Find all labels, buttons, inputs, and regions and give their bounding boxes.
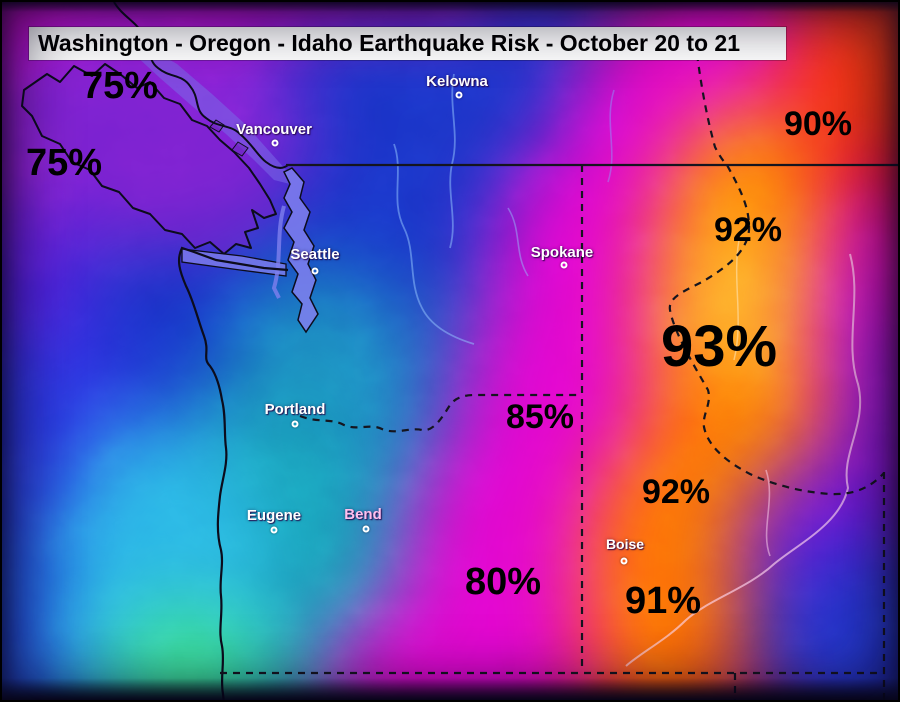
portland-marker xyxy=(291,420,299,428)
city-label-bend: Bend xyxy=(344,506,382,523)
idaho-montana-border xyxy=(668,53,885,496)
city-label-kelowna: Kelowna xyxy=(426,73,488,90)
top-vignette xyxy=(2,2,898,12)
eugene-marker xyxy=(270,526,278,534)
hood-canal-water xyxy=(271,205,286,299)
vancouver-marker xyxy=(271,139,279,147)
bottom-vignette xyxy=(2,678,898,700)
puget-sound-water xyxy=(282,167,319,334)
risk-label-85: 85% xyxy=(505,398,575,436)
risk-label-80: 80% xyxy=(464,561,542,603)
vancouver-island-shape xyxy=(21,63,277,255)
city-label-vancouver: Vancouver xyxy=(236,121,312,138)
seattle-marker xyxy=(311,267,319,275)
city-label-boise: Boise xyxy=(605,536,645,552)
map-title: Washington - Oregon - Idaho Earthquake R… xyxy=(29,27,786,60)
risk-label-93-peak: 93% xyxy=(660,314,778,379)
city-label-eugene: Eugene xyxy=(246,507,302,524)
city-label-spokane: Spokane xyxy=(530,244,594,261)
pacific-coastline xyxy=(177,246,289,700)
spokane-marker xyxy=(560,261,568,269)
boise-marker xyxy=(620,557,628,565)
city-label-seattle: Seattle xyxy=(290,246,340,263)
risk-label-75-north: 75% xyxy=(81,65,159,107)
borders-layer xyxy=(220,53,898,700)
bend-marker xyxy=(362,525,370,533)
risk-label-92-south: 92% xyxy=(641,473,711,511)
kelowna-marker xyxy=(455,91,463,99)
gulf-island xyxy=(231,141,249,157)
strait-of-georgia-water xyxy=(134,44,290,184)
washington-oregon-border xyxy=(299,393,582,433)
risk-label-91: 91% xyxy=(624,580,702,622)
risk-label-75-ocean: 75% xyxy=(25,142,103,184)
risk-label-90: 90% xyxy=(783,105,853,143)
risk-label-92-north: 92% xyxy=(713,211,783,249)
city-label-portland: Portland xyxy=(264,401,326,418)
